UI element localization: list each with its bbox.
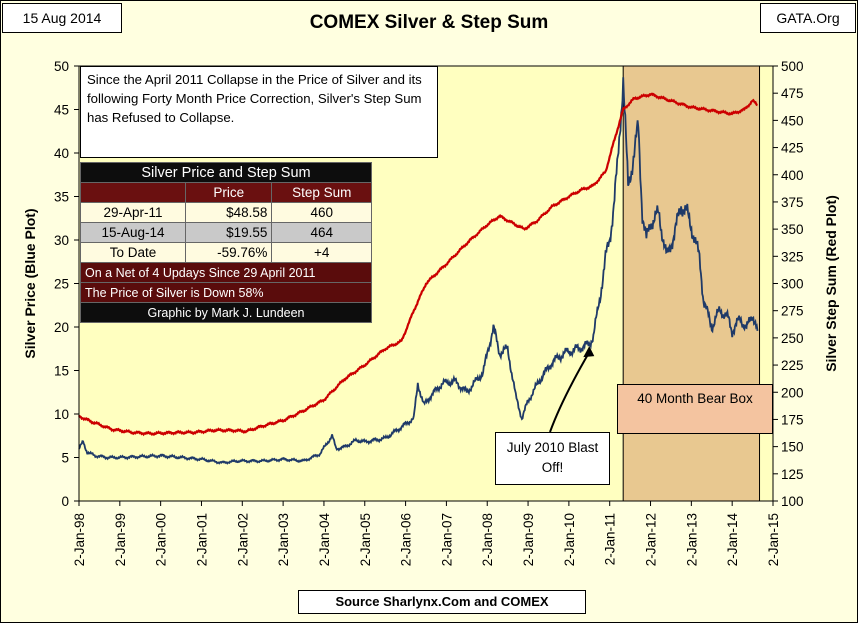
- y2-tick-label: 125: [781, 467, 804, 482]
- table-header-row: Price Step Sum: [79, 182, 372, 203]
- blast-off-arrow: [549, 351, 591, 433]
- y2-tick-label: 275: [781, 304, 804, 319]
- y2-tick-label: 350: [781, 222, 804, 237]
- x-tick-label: 2-Jan-02: [235, 513, 250, 566]
- table-footnote-row: On a Net of 4 Updays Since 29 April 2011: [80, 262, 372, 283]
- x-tick-label: 2-Jan-10: [562, 513, 577, 566]
- row-price: $48.58: [185, 202, 273, 223]
- y-tick-label: 35: [54, 190, 69, 205]
- table-row: To Date -59.76% +4: [79, 242, 372, 263]
- y2-tick-label: 225: [781, 358, 804, 373]
- y-tick-label: 20: [54, 320, 69, 335]
- row-label: 15-Aug-14: [79, 222, 187, 243]
- row-price: $19.55: [185, 222, 273, 243]
- x-tick-label: 2-Jan-14: [725, 513, 740, 567]
- table-title: Silver Price and Step Sum: [80, 162, 372, 183]
- row-label: 29-Apr-11: [79, 202, 187, 223]
- note-box: Since the April 2011 Collapse in the Pri…: [80, 66, 438, 158]
- y-tick-label: 10: [54, 407, 69, 422]
- y2-tick-label: 325: [781, 249, 804, 264]
- y2-tick-label: 500: [781, 59, 804, 74]
- x-tick-label: 2-Jan-01: [194, 513, 209, 566]
- x-tick-label: 2-Jan-09: [521, 513, 536, 566]
- row-price: -59.76%: [185, 242, 273, 263]
- x-tick-label: 2-Jan-04: [317, 513, 332, 567]
- y2-tick-label: 150: [781, 440, 804, 455]
- y2-axis-title: Silver Step Sum (Red Plot): [823, 195, 839, 372]
- table-row: 29-Apr-11 $48.58 460: [79, 202, 372, 223]
- table-credit: Graphic by Mark J. Lundeen: [80, 302, 372, 323]
- row-label: To Date: [79, 242, 187, 263]
- y2-tick-label: 450: [781, 113, 804, 128]
- y-tick-label: 0: [61, 494, 69, 509]
- x-tick-label: 2-Jan-12: [644, 513, 659, 566]
- table-header-blank: [79, 182, 187, 203]
- y-tick-label: 40: [54, 146, 69, 161]
- y-tick-label: 5: [61, 451, 69, 466]
- x-tick-label: 2-Jan-08: [480, 513, 495, 566]
- chart-title: COMEX Silver & Step Sum: [309, 12, 549, 33]
- y-tick-label: 45: [54, 103, 69, 118]
- bear-box-region: [622, 65, 761, 502]
- y2-tick-label: 375: [781, 195, 804, 210]
- table-header-price: Price: [185, 182, 273, 203]
- blast-off-arrow-head: [583, 346, 595, 358]
- x-tick-label: 2-Jan-11: [603, 513, 618, 565]
- x-tick-label: 2-Jan-98: [72, 513, 87, 566]
- x-tick-label: 2-Jan-13: [684, 513, 699, 566]
- source-tag: GATA.Org: [760, 3, 856, 33]
- table-footnote-1: On a Net of 4 Updays Since 29 April 2011: [80, 262, 372, 283]
- x-tick-label: 2-Jan-07: [439, 513, 454, 566]
- y2-tick-label: 100: [781, 494, 804, 509]
- y-tick-label: 25: [54, 277, 69, 292]
- x-tick-label: 2-Jan-15: [766, 513, 781, 566]
- blast-off-label: July 2010 Blast Off!: [495, 432, 610, 485]
- y2-tick-label: 175: [781, 412, 804, 427]
- bear-box-label: 40 Month Bear Box: [617, 384, 773, 434]
- x-tick-label: 2-Jan-06: [399, 513, 414, 566]
- step-sum-line: [78, 92, 758, 437]
- y2-tick-label: 475: [781, 86, 804, 101]
- y2-tick-label: 425: [781, 141, 804, 156]
- y-axis-title: Silver Price (Blue Plot): [22, 208, 38, 358]
- row-step: 464: [271, 222, 372, 243]
- table-header-step: Step Sum: [271, 182, 372, 203]
- row-step: 460: [271, 202, 372, 223]
- x-tick-label: 2-Jan-00: [154, 513, 169, 566]
- x-tick-label: 2-Jan-05: [358, 513, 373, 566]
- summary-table: Silver Price and Step Sum Price Step Sum…: [79, 162, 372, 323]
- date-label: 15 Aug 2014: [2, 3, 122, 33]
- y2-tick-label: 250: [781, 331, 804, 346]
- y2-tick-label: 400: [781, 168, 804, 183]
- footer-source: Source Sharlynx.Com and COMEX: [298, 590, 586, 614]
- x-tick-label: 2-Jan-03: [276, 513, 291, 566]
- y-tick-label: 30: [54, 233, 69, 248]
- table-credit-row: Graphic by Mark J. Lundeen: [80, 302, 372, 323]
- table-row: 15-Aug-14 $19.55 464: [79, 222, 372, 243]
- axes: 0 5 10 15 20 25 30 35 40 45 50 100 125 150 175 200 225 25…: [54, 59, 804, 566]
- table-footnote-2: The Price of Silver is Down 58%: [80, 282, 372, 303]
- x-tick-label: 2-Jan-99: [113, 513, 128, 566]
- table-title-row: Silver Price and Step Sum: [80, 162, 372, 183]
- table-footnote-row: The Price of Silver is Down 58%: [80, 282, 372, 303]
- y2-tick-label: 200: [781, 385, 804, 400]
- y-tick-label: 15: [54, 364, 69, 379]
- y-tick-label: 50: [54, 59, 69, 74]
- silver-price-line: [78, 77, 759, 465]
- y2-tick-label: 300: [781, 277, 804, 292]
- row-step: +4: [271, 242, 372, 263]
- series-group: [78, 77, 759, 465]
